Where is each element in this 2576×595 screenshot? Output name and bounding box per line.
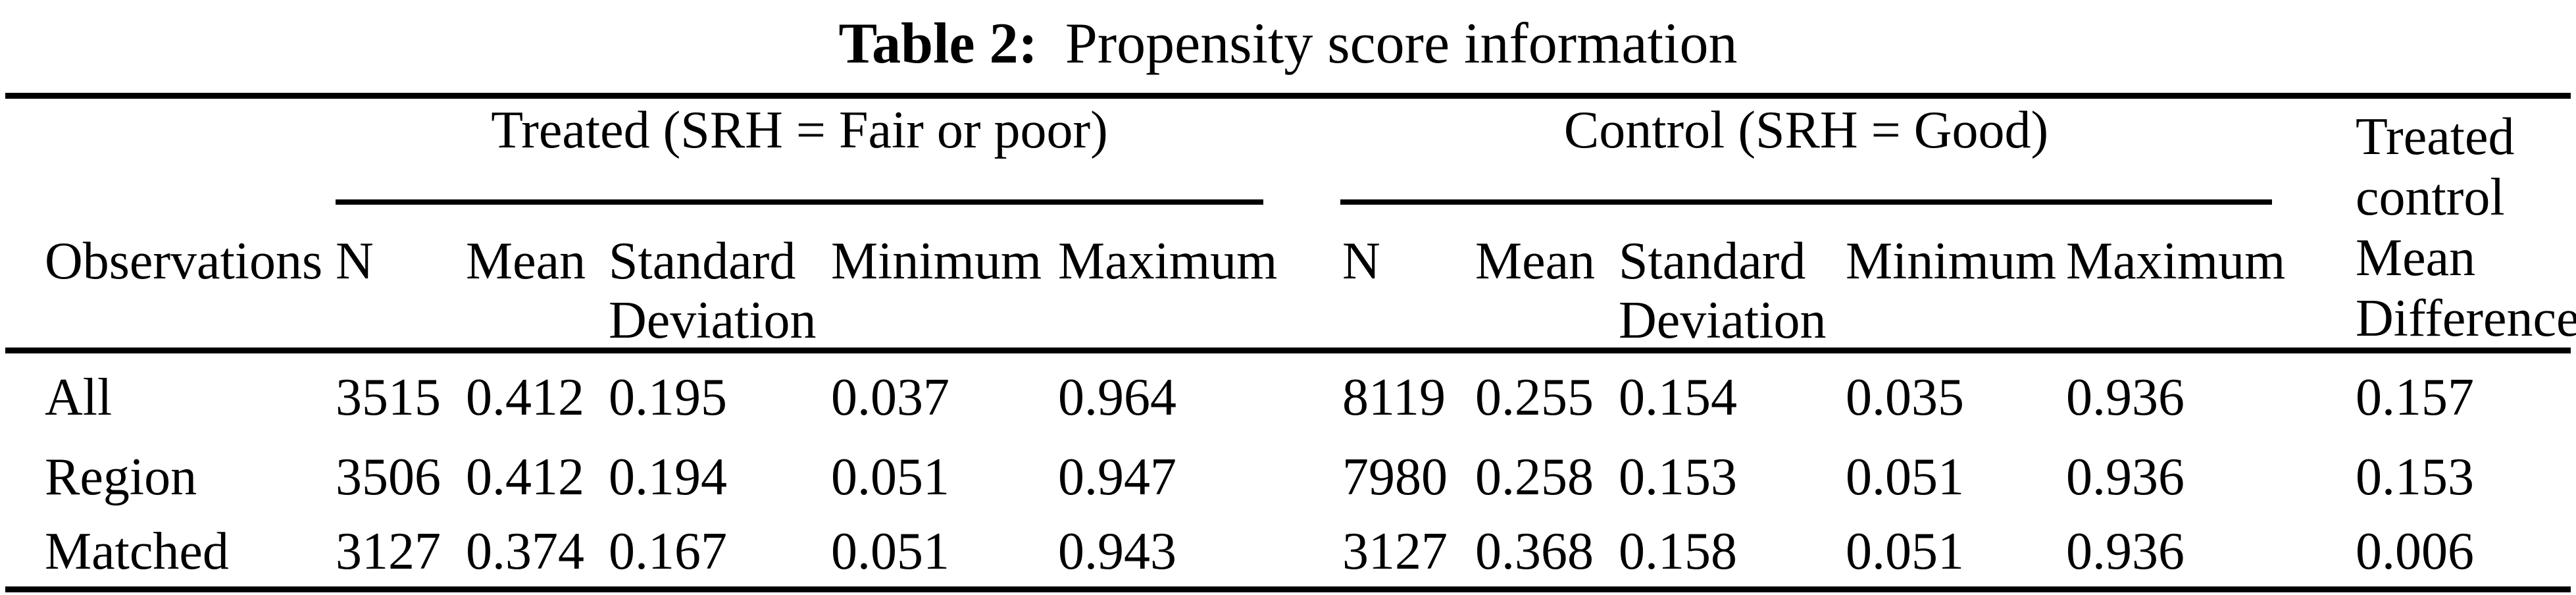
control-sd-value: 0.154 xyxy=(1619,369,1737,427)
col-header-treated-sd: Standard Deviation xyxy=(609,232,817,349)
table-title: Table 2: Propensity score information xyxy=(0,9,2576,78)
header-bottom-rule xyxy=(5,348,2571,353)
treated-sd-value: 0.195 xyxy=(609,369,727,427)
col-header-treated-min: Minimum xyxy=(831,232,1042,290)
bottom-rule xyxy=(5,586,2571,592)
control-mean-value: 0.258 xyxy=(1475,448,1594,506)
control-n-value: 8119 xyxy=(1342,369,1446,427)
treated-min-value: 0.037 xyxy=(831,369,949,427)
treated-min-value: 0.051 xyxy=(831,448,949,506)
table-row: Region 3506 0.412 0.194 0.051 0.947 7980… xyxy=(0,447,2576,513)
control-sd-value: 0.158 xyxy=(1619,523,1737,581)
row-label: Region xyxy=(45,448,197,506)
control-min-value: 0.051 xyxy=(1846,448,1964,506)
treated-min-value: 0.051 xyxy=(831,523,949,581)
col-header-treated-mean: Mean xyxy=(466,232,586,290)
table-number-label: Table 2: xyxy=(838,12,1038,76)
control-max-value: 0.936 xyxy=(2066,369,2185,427)
control-mean-value: 0.255 xyxy=(1475,369,1594,427)
control-sd-value: 0.153 xyxy=(1619,448,1737,506)
control-max-value: 0.936 xyxy=(2066,523,2185,581)
top-rule xyxy=(5,93,2571,99)
group-header-treated: Treated (SRH = Fair or poor) xyxy=(491,101,1108,159)
control-max-value: 0.936 xyxy=(2066,448,2185,506)
col-header-observations: Observations xyxy=(45,232,323,290)
treated-n-value: 3515 xyxy=(336,369,441,427)
control-mean-value: 0.368 xyxy=(1475,523,1594,581)
col-header-treated-n: N xyxy=(336,232,374,290)
control-min-value: 0.051 xyxy=(1846,523,1964,581)
treated-max-value: 0.943 xyxy=(1058,523,1176,581)
treated-mean-value: 0.412 xyxy=(466,448,584,506)
treated-n-value: 3506 xyxy=(336,448,441,506)
mean-difference-value: 0.157 xyxy=(2356,369,2474,427)
treated-max-value: 0.947 xyxy=(1058,448,1176,506)
row-label: Matched xyxy=(45,523,229,581)
control-n-value: 7980 xyxy=(1342,448,1448,506)
table-row: All 3515 0.412 0.195 0.037 0.964 8119 0.… xyxy=(0,367,2576,433)
control-group-underline xyxy=(1340,199,2272,205)
treated-max-value: 0.964 xyxy=(1058,369,1176,427)
col-header-control-mean: Mean xyxy=(1475,232,1596,290)
table-title-text: Propensity score information xyxy=(1065,12,1738,76)
col-header-control-sd: Standard Deviation xyxy=(1619,232,1827,349)
group-header-control: Control (SRH = Good) xyxy=(1563,101,2049,159)
col-header-control-n: N xyxy=(1342,232,1380,290)
col-header-control-min: Minimum xyxy=(1846,232,2057,290)
mean-difference-value: 0.153 xyxy=(2356,448,2474,506)
treated-sd-value: 0.194 xyxy=(609,448,727,506)
mean-difference-value: 0.006 xyxy=(2356,523,2474,581)
col-header-control-max: Maximum xyxy=(2066,232,2286,290)
treated-mean-value: 0.374 xyxy=(466,523,584,581)
treated-n-value: 3127 xyxy=(336,523,441,581)
row-label: All xyxy=(45,369,113,427)
col-header-mean-difference: Treated control Mean Difference xyxy=(2356,108,2576,348)
treated-sd-value: 0.167 xyxy=(609,523,727,581)
control-min-value: 0.035 xyxy=(1846,369,1964,427)
treated-group-underline xyxy=(336,199,1263,205)
col-header-treated-max: Maximum xyxy=(1058,232,1278,290)
treated-mean-value: 0.412 xyxy=(466,369,584,427)
control-n-value: 3127 xyxy=(1342,523,1448,581)
table-row: Matched 3127 0.374 0.167 0.051 0.943 312… xyxy=(0,521,2576,587)
